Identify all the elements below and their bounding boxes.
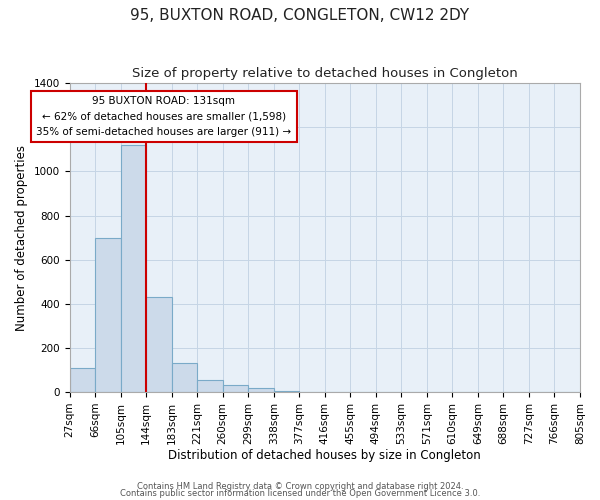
Title: Size of property relative to detached houses in Congleton: Size of property relative to detached ho… <box>132 68 518 80</box>
Y-axis label: Number of detached properties: Number of detached properties <box>15 144 28 330</box>
Bar <box>95 238 121 392</box>
Bar <box>146 297 172 392</box>
Text: Contains public sector information licensed under the Open Government Licence 3.: Contains public sector information licen… <box>120 489 480 498</box>
Bar <box>274 391 299 392</box>
Bar <box>121 145 146 392</box>
Bar <box>248 388 274 392</box>
Text: 95 BUXTON ROAD: 131sqm
← 62% of detached houses are smaller (1,598)
35% of semi-: 95 BUXTON ROAD: 131sqm ← 62% of detached… <box>37 96 292 136</box>
Bar <box>223 385 248 392</box>
Text: 95, BUXTON ROAD, CONGLETON, CW12 2DY: 95, BUXTON ROAD, CONGLETON, CW12 2DY <box>130 8 470 22</box>
X-axis label: Distribution of detached houses by size in Congleton: Distribution of detached houses by size … <box>169 450 481 462</box>
Bar <box>70 368 95 392</box>
Text: Contains HM Land Registry data © Crown copyright and database right 2024.: Contains HM Land Registry data © Crown c… <box>137 482 463 491</box>
Bar <box>197 380 223 392</box>
Bar <box>172 364 197 392</box>
